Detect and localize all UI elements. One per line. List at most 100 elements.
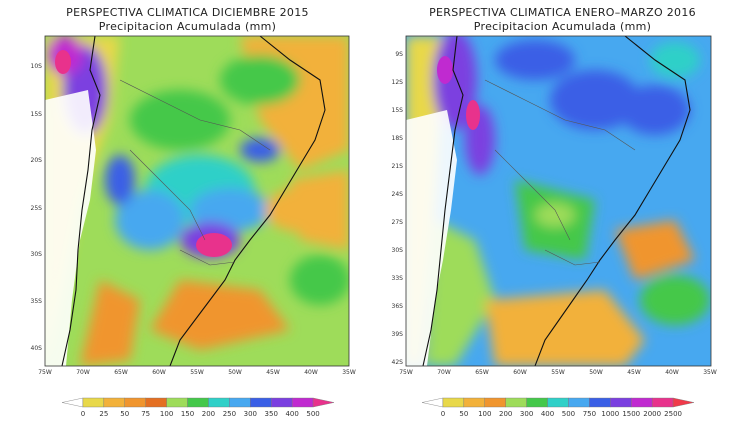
colorbar-label: 50 <box>459 410 468 418</box>
lon-label: 40W <box>665 369 679 376</box>
colorbar-segment <box>229 397 251 408</box>
colorbar-segment <box>103 397 125 408</box>
lat-label: 15S <box>392 107 404 114</box>
lat-label: 39S <box>392 331 404 338</box>
coastline-east <box>169 36 326 366</box>
rainfall-maximum-marker <box>437 56 453 84</box>
lon-label: 60W <box>152 369 166 376</box>
country-border <box>119 79 271 151</box>
lat-label: 12S <box>392 79 404 86</box>
colorbar-segment <box>484 397 506 408</box>
colorbar-label: 75 <box>141 410 150 418</box>
panel-subtitle: Precipitacion Acumulada (mm) <box>473 20 652 33</box>
lon-label: 55W <box>190 369 204 376</box>
colorbar: 0 25 50 75 100 150 200 250 300 350 400 500 <box>61 397 335 418</box>
colorbar-segment <box>291 397 314 408</box>
colorbar-label: 400 <box>541 410 554 418</box>
colorbar-segment <box>124 397 146 408</box>
lat-label: 10S <box>31 63 43 70</box>
lon-label: 45W <box>627 369 641 376</box>
map-frame <box>405 35 712 367</box>
lon-label: 70W <box>437 369 451 376</box>
colorbar-label: 200 <box>499 410 512 418</box>
panel-enero-marzo: PERSPECTIVA CLIMATICA ENERO–MARZO 2016 P… <box>375 0 750 422</box>
lon-label: 40W <box>304 369 318 376</box>
andes-dry-zone <box>45 90 96 366</box>
lat-label: 35S <box>31 298 43 305</box>
lat-label: 40S <box>31 345 43 352</box>
lat-label: 9S <box>395 51 403 58</box>
colorbar-segment <box>505 397 527 408</box>
lon-label: 70W <box>76 369 90 376</box>
colorbar-segment <box>250 397 272 408</box>
rainfall-maximum-marker <box>55 50 71 74</box>
colorbar-segment <box>166 397 188 408</box>
lat-label: 20S <box>31 157 43 164</box>
andes-dry-zone <box>406 110 457 366</box>
colorbar-label: 500 <box>562 410 575 418</box>
lon-label: 35W <box>703 369 717 376</box>
colorbar-label: 300 <box>520 410 533 418</box>
lat-label: 36S <box>392 303 404 310</box>
colorbar-arrow-low <box>421 397 444 408</box>
colorbar-label: 250 <box>223 410 236 418</box>
colorbar-segment <box>271 397 293 408</box>
coastline-west <box>422 36 464 366</box>
colorbar-arrow-high <box>312 397 335 408</box>
lon-label: 50W <box>589 369 603 376</box>
lat-label: 21S <box>392 163 404 170</box>
lon-label: 60W <box>513 369 527 376</box>
colorbar-label: 2500 <box>664 410 682 418</box>
colorbar-segment <box>651 397 674 408</box>
colorbar-label: 100 <box>478 410 491 418</box>
colorbar-segment <box>463 397 485 408</box>
lat-label: 33S <box>392 275 404 282</box>
lon-axis: 75W 70W 65W 60W 55W 50W 45W 40W 35W <box>399 369 717 376</box>
lon-label: 65W <box>475 369 489 376</box>
colorbar-label: 1500 <box>622 410 640 418</box>
lat-label: 30S <box>31 251 43 258</box>
lat-label: 27S <box>392 219 404 226</box>
country-border <box>129 149 206 241</box>
colorbar-label: 50 <box>120 410 129 418</box>
lat-label: 30S <box>392 247 404 254</box>
coastline-east <box>534 36 691 366</box>
lat-axis: 9S 12S 15S 18S 21S 24S 27S 30S 33S 36S 3… <box>392 51 404 366</box>
lon-label: 45W <box>266 369 280 376</box>
panel-diciembre: PERSPECTIVA CLIMATICA DICIEMBRE 2015 Pre… <box>31 6 356 418</box>
rainfall-maximum-marker <box>196 233 232 257</box>
colorbar-arrow-high <box>672 397 695 408</box>
colorbar-label: 0 <box>81 410 85 418</box>
colorbar-label: 200 <box>202 410 215 418</box>
lon-axis: 75W 70W 65W 60W 55W 50W 45W 40W 35W <box>38 369 356 376</box>
country-border <box>544 249 601 266</box>
colorbar-label: 750 <box>583 410 596 418</box>
panel-title: PERSPECTIVA CLIMATICA ENERO–MARZO 2016 <box>429 6 696 19</box>
colorbar-label: 150 <box>181 410 194 418</box>
panel-title: PERSPECTIVA CLIMATICA DICIEMBRE 2015 <box>66 6 309 19</box>
map-diciembre: 10S 15S 20S 25S 30S 35S 40S 75W 70W 65W … <box>31 35 356 418</box>
colorbar-segment <box>589 397 611 408</box>
colorbar-segment <box>547 397 569 408</box>
colorbar-segment <box>610 397 632 408</box>
colorbar-segment <box>631 397 653 408</box>
colorbar-label: 400 <box>285 410 298 418</box>
lon-label: 35W <box>342 369 356 376</box>
colorbar-label: 350 <box>265 410 278 418</box>
colorbar-label: 500 <box>306 410 319 418</box>
country-border <box>484 79 636 151</box>
lat-label: 24S <box>392 191 404 198</box>
country-border <box>179 249 236 266</box>
colorbar-arrow-low <box>61 397 84 408</box>
colorbar-label: 25 <box>99 410 108 418</box>
lon-label: 55W <box>551 369 565 376</box>
colorbar-segment <box>442 397 465 408</box>
rainfall-maximum-marker <box>466 100 480 130</box>
colorbar-segment <box>568 397 590 408</box>
colorbar-segment <box>526 397 548 408</box>
lat-label: 25S <box>31 205 43 212</box>
colorbar-label: 300 <box>244 410 257 418</box>
lat-label: 18S <box>392 135 404 142</box>
map-frame <box>44 35 350 367</box>
colorbar: 0 50 100 200 300 400 500 750 1000 1500 2000 2500 <box>421 397 695 418</box>
